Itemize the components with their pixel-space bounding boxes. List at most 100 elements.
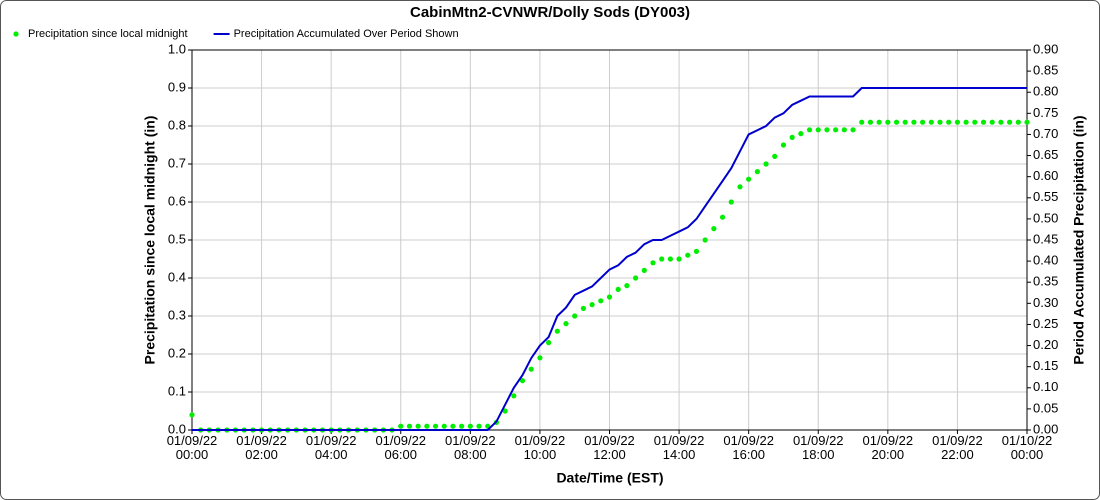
x-tick-label: 01/09/22 18:00 bbox=[793, 433, 844, 462]
data-point bbox=[1007, 119, 1013, 125]
y-axis-label: Precipitation since local midnight (in) bbox=[142, 116, 158, 365]
data-point bbox=[659, 256, 665, 262]
y-tick-label: 0.1 bbox=[168, 383, 186, 398]
data-point bbox=[467, 423, 473, 429]
data-point bbox=[528, 366, 534, 372]
data-point bbox=[954, 119, 961, 125]
x-tick-label: 01/09/22 20:00 bbox=[863, 433, 914, 462]
y-tick-label: 0.4 bbox=[168, 269, 186, 284]
plot-frame bbox=[191, 49, 1028, 431]
data-point bbox=[746, 176, 752, 182]
data-point bbox=[859, 119, 865, 125]
data-point bbox=[815, 127, 821, 133]
x-tick-label: 01/09/22 22:00 bbox=[932, 433, 983, 462]
data-point bbox=[519, 378, 526, 384]
data-point bbox=[963, 119, 969, 125]
data-point bbox=[711, 226, 717, 232]
y2-tick-label: 0.70 bbox=[1033, 126, 1058, 141]
y2-tick-label: 0.25 bbox=[1033, 316, 1058, 331]
data-point bbox=[754, 169, 760, 175]
data-point bbox=[685, 252, 691, 258]
data-point bbox=[624, 283, 630, 289]
data-point bbox=[893, 119, 900, 125]
y2-tick-label: 0.65 bbox=[1033, 147, 1058, 162]
data-point bbox=[415, 423, 421, 429]
x-tick-label: 01/09/22 14:00 bbox=[654, 433, 705, 462]
data-point bbox=[398, 423, 404, 429]
data-point bbox=[719, 214, 726, 220]
x-tick-label: 01/09/22 02:00 bbox=[236, 433, 287, 462]
data-point bbox=[424, 423, 430, 429]
x-tick-label: 01/09/22 04:00 bbox=[306, 433, 357, 462]
data-point bbox=[589, 302, 595, 308]
y2-tick-label: 0.60 bbox=[1033, 168, 1058, 183]
y-tick-label: 0.9 bbox=[168, 79, 186, 94]
data-point bbox=[989, 119, 995, 125]
data-point bbox=[546, 340, 552, 346]
y2-tick-label: 0.90 bbox=[1033, 41, 1058, 56]
data-point bbox=[885, 119, 891, 125]
data-point bbox=[737, 184, 743, 190]
data-point bbox=[563, 321, 569, 327]
data-point bbox=[450, 423, 456, 429]
data-point bbox=[1015, 119, 1021, 125]
data-point bbox=[789, 134, 795, 140]
data-point bbox=[702, 237, 708, 243]
data-point bbox=[972, 119, 978, 125]
data-point bbox=[615, 286, 621, 292]
data-point bbox=[876, 119, 882, 125]
data-point bbox=[650, 260, 656, 266]
data-point bbox=[902, 119, 908, 125]
y-tick-label: 0.8 bbox=[168, 117, 186, 132]
chart-title: CabinMtn2-CVNWR/Dolly Sods (DY003) bbox=[410, 4, 690, 21]
y-tick-label: 1.0 bbox=[168, 41, 186, 56]
data-point bbox=[920, 119, 926, 125]
x-tick-label: 01/10/22 00:00 bbox=[1002, 433, 1053, 462]
data-point bbox=[441, 423, 447, 429]
data-point bbox=[554, 328, 560, 334]
y2-tick-label: 0.50 bbox=[1033, 210, 1058, 225]
x-tick-label: 01/09/22 00:00 bbox=[167, 433, 218, 462]
y2-tick-label: 0.10 bbox=[1033, 379, 1058, 394]
y2-tick-label: 0.55 bbox=[1033, 189, 1058, 204]
y2-tick-label: 0.35 bbox=[1033, 274, 1058, 289]
y2-tick-label: 0.80 bbox=[1033, 84, 1058, 99]
data-point bbox=[598, 298, 604, 304]
y2-tick-label: 0.85 bbox=[1033, 63, 1058, 78]
data-point bbox=[780, 142, 787, 148]
data-point bbox=[824, 127, 830, 133]
data-point bbox=[572, 313, 578, 319]
y2-tick-label: 0.05 bbox=[1033, 400, 1058, 415]
x-tick-label: 01/09/22 12:00 bbox=[584, 433, 635, 462]
y-tick-label: 0.6 bbox=[168, 193, 186, 208]
y2-tick-label: 0.75 bbox=[1033, 105, 1058, 120]
y-tick-label: 0.2 bbox=[168, 345, 186, 360]
data-point bbox=[1024, 119, 1030, 125]
data-point bbox=[772, 153, 778, 159]
y2-tick-label: 0.30 bbox=[1033, 295, 1058, 310]
legend-label: Precipitation Accumulated Over Period Sh… bbox=[234, 28, 459, 40]
data-point bbox=[502, 408, 508, 414]
data-point bbox=[693, 248, 700, 254]
data-point bbox=[476, 423, 482, 429]
data-point bbox=[728, 199, 734, 205]
data-point bbox=[406, 423, 413, 429]
y2-axis-label: Period Accumulated Precipitation (in) bbox=[1071, 115, 1087, 364]
data-point bbox=[189, 412, 195, 418]
data-point bbox=[806, 127, 813, 133]
x-tick-label: 01/09/22 10:00 bbox=[515, 433, 566, 462]
data-point bbox=[946, 119, 952, 125]
data-point bbox=[980, 119, 987, 125]
x-axis-label: Date/Time (EST) bbox=[556, 470, 663, 486]
y2-tick-label: 0.20 bbox=[1033, 337, 1058, 352]
data-point bbox=[432, 423, 439, 429]
y2-tick-label: 0.15 bbox=[1033, 358, 1058, 373]
data-point bbox=[763, 161, 769, 167]
x-tick-label: 01/09/22 06:00 bbox=[375, 433, 426, 462]
data-point bbox=[459, 423, 465, 429]
x-tick-label: 01/09/22 16:00 bbox=[723, 433, 774, 462]
data-point bbox=[641, 267, 647, 273]
y-tick-label: 0.0 bbox=[168, 421, 186, 436]
